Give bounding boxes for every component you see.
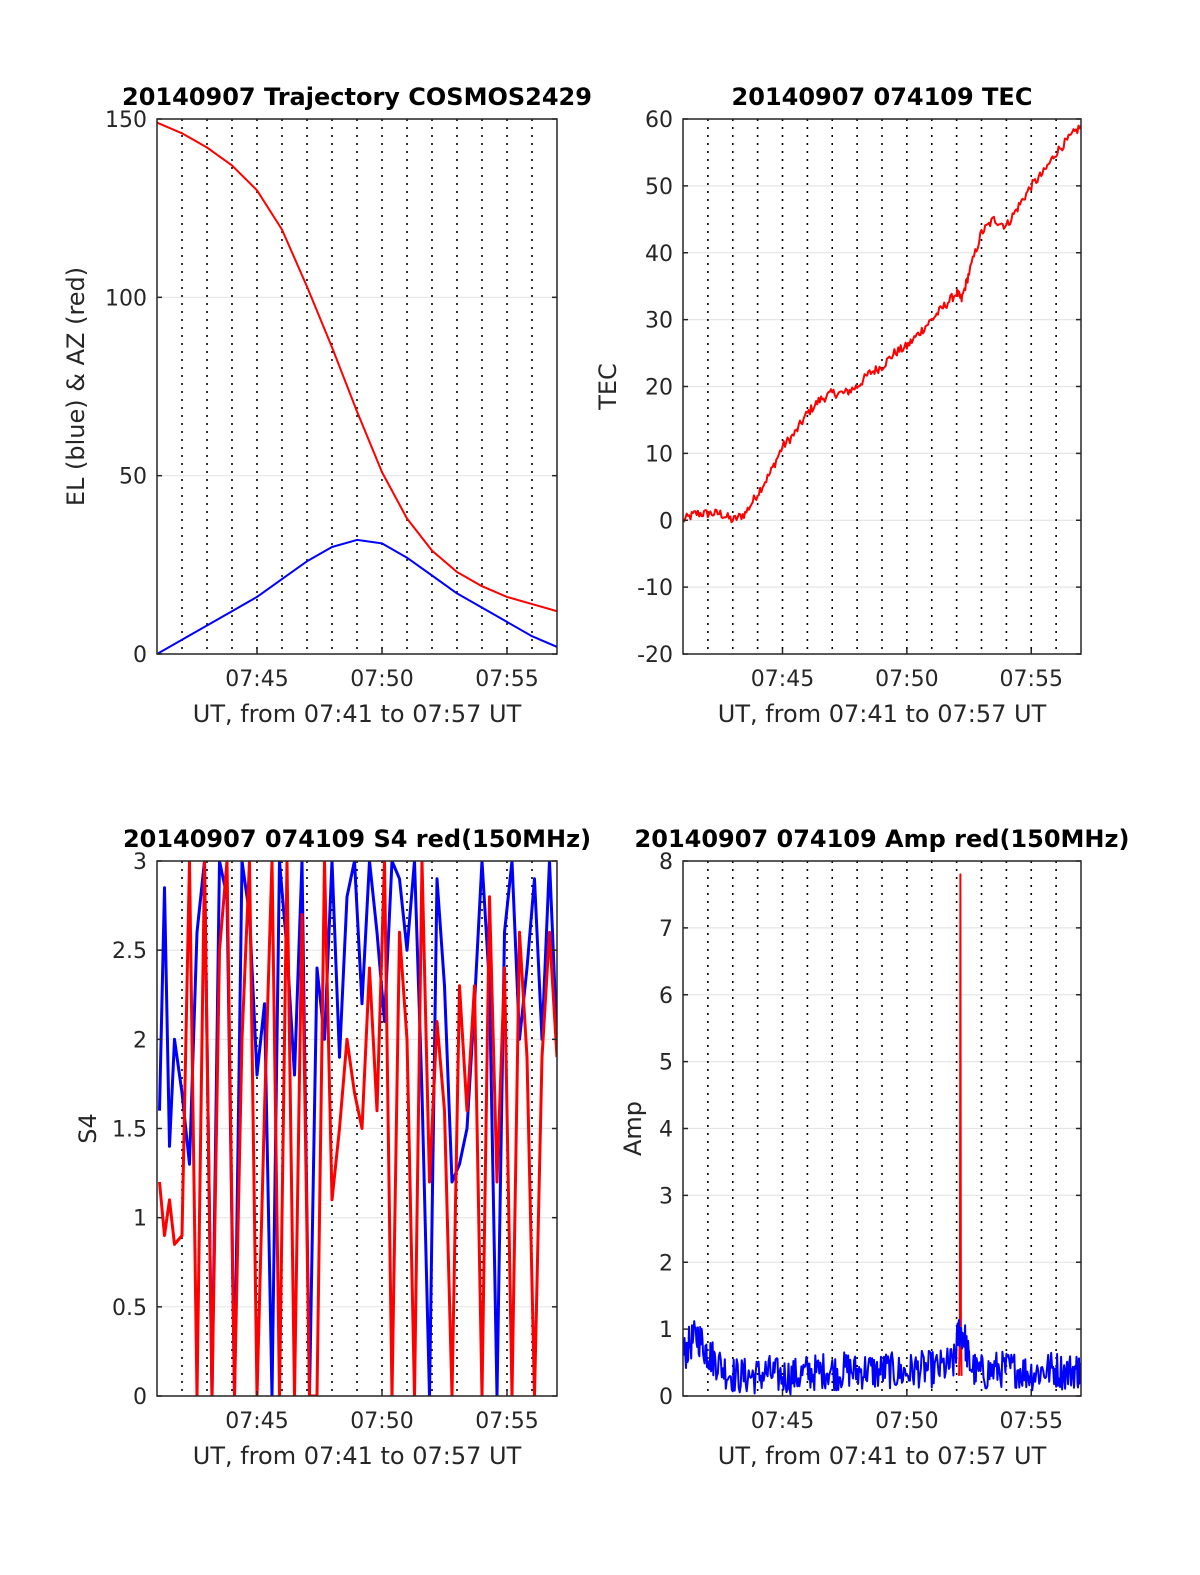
- y-tick-label: 0: [659, 509, 673, 534]
- y-tick-label: 30: [645, 309, 673, 334]
- panel-3: 0 0.5 1 1.5 2 2.5 3 07:45 07:50 07:55 20140907 074…: [74, 825, 591, 1470]
- chart-title: 20140907 074109 TEC: [732, 83, 1033, 111]
- x-tick-label: 07:55: [475, 1409, 538, 1434]
- x-tick-label: 07:45: [751, 1409, 814, 1434]
- axes-box: [156, 118, 558, 655]
- y-tick-label: 0: [133, 1385, 147, 1410]
- x-tick-label: 07:50: [350, 1409, 413, 1434]
- panel-4: 0 1 2 3 4 5 6 7 8 07:45 07:50 07:55 20140907 074109 …: [619, 825, 1129, 1470]
- x-tick-label: 07:50: [350, 667, 413, 692]
- y-tick-label: 2: [659, 1251, 673, 1276]
- y-axis-label: Amp: [619, 1101, 647, 1156]
- x-tick-label: 07:45: [225, 667, 288, 692]
- y-tick-label: 150: [105, 108, 147, 133]
- y-tick-label: 50: [119, 465, 147, 490]
- x-tick-label: 07:45: [225, 1409, 288, 1434]
- series-line-2: [683, 1318, 1081, 1396]
- y-tick-label: 6: [659, 984, 673, 1009]
- y-tick-label: 3: [133, 850, 147, 875]
- y-tick-label: 1: [659, 1318, 673, 1343]
- y-tick-label: 1.5: [112, 1118, 147, 1143]
- y-tick-label: -20: [637, 643, 673, 668]
- y-tick-label: 20: [645, 376, 673, 401]
- y-tick-label: -10: [637, 576, 673, 601]
- y-tick-label: 3: [659, 1184, 673, 1209]
- x-tick-label: 07:55: [1000, 667, 1063, 692]
- series-line-2: [157, 538, 557, 654]
- series-line-1: [683, 124, 1081, 524]
- panel-1: 0 50 100 150 07:45 07:50 07:55 20140907 Traject…: [62, 83, 592, 728]
- y-tick-label: 7: [659, 917, 673, 942]
- x-tick-label: 07:50: [875, 1409, 938, 1434]
- chart-title: 20140907 074109 S4 red(150MHz): [123, 825, 591, 853]
- y-axis-label: S4: [74, 1113, 102, 1144]
- y-tick-label: 100: [105, 286, 147, 311]
- x-axis-label: UT, from 07:41 to 07:57 UT: [193, 700, 522, 728]
- y-tick-label: 1: [133, 1207, 147, 1232]
- y-tick-label: 8: [659, 850, 673, 875]
- x-axis-label: UT, from 07:41 to 07:57 UT: [718, 1442, 1047, 1470]
- x-tick-label: 07:55: [1000, 1409, 1063, 1434]
- x-axis-label: UT, from 07:41 to 07:57 UT: [193, 1442, 522, 1470]
- chart-title: 20140907 Trajectory COSMOS2429: [122, 83, 592, 111]
- y-tick-label: 10: [645, 442, 673, 467]
- y-tick-label: 4: [659, 1118, 673, 1143]
- y-tick-label: 60: [645, 108, 673, 133]
- y-axis-label: EL (blue) & AZ (red): [62, 267, 90, 506]
- y-tick-label: 2.5: [112, 939, 147, 964]
- x-tick-label: 07:55: [475, 667, 538, 692]
- y-tick-label: 0: [133, 643, 147, 668]
- y-axis-label: TEC: [594, 363, 622, 411]
- y-tick-label: 40: [645, 242, 673, 267]
- series-line-2: [158, 861, 557, 1396]
- x-tick-label: 07:50: [875, 667, 938, 692]
- x-tick-label: 07:45: [751, 667, 814, 692]
- y-tick-label: 0.5: [112, 1296, 147, 1321]
- y-tick-label: 50: [645, 175, 673, 200]
- y-tick-label: 5: [659, 1051, 673, 1076]
- x-axis-label: UT, from 07:41 to 07:57 UT: [718, 700, 1047, 728]
- y-tick-label: 2: [133, 1028, 147, 1053]
- series-line-1: [157, 121, 557, 613]
- y-tick-label: 0: [659, 1385, 673, 1410]
- chart-title: 20140907 074109 Amp red(150MHz): [635, 825, 1130, 853]
- series-line-1: [958, 873, 963, 1376]
- panel-2: -20 -10 0 10 20 30 40 50 60 07:45 07:50 07:55 201409…: [594, 83, 1082, 728]
